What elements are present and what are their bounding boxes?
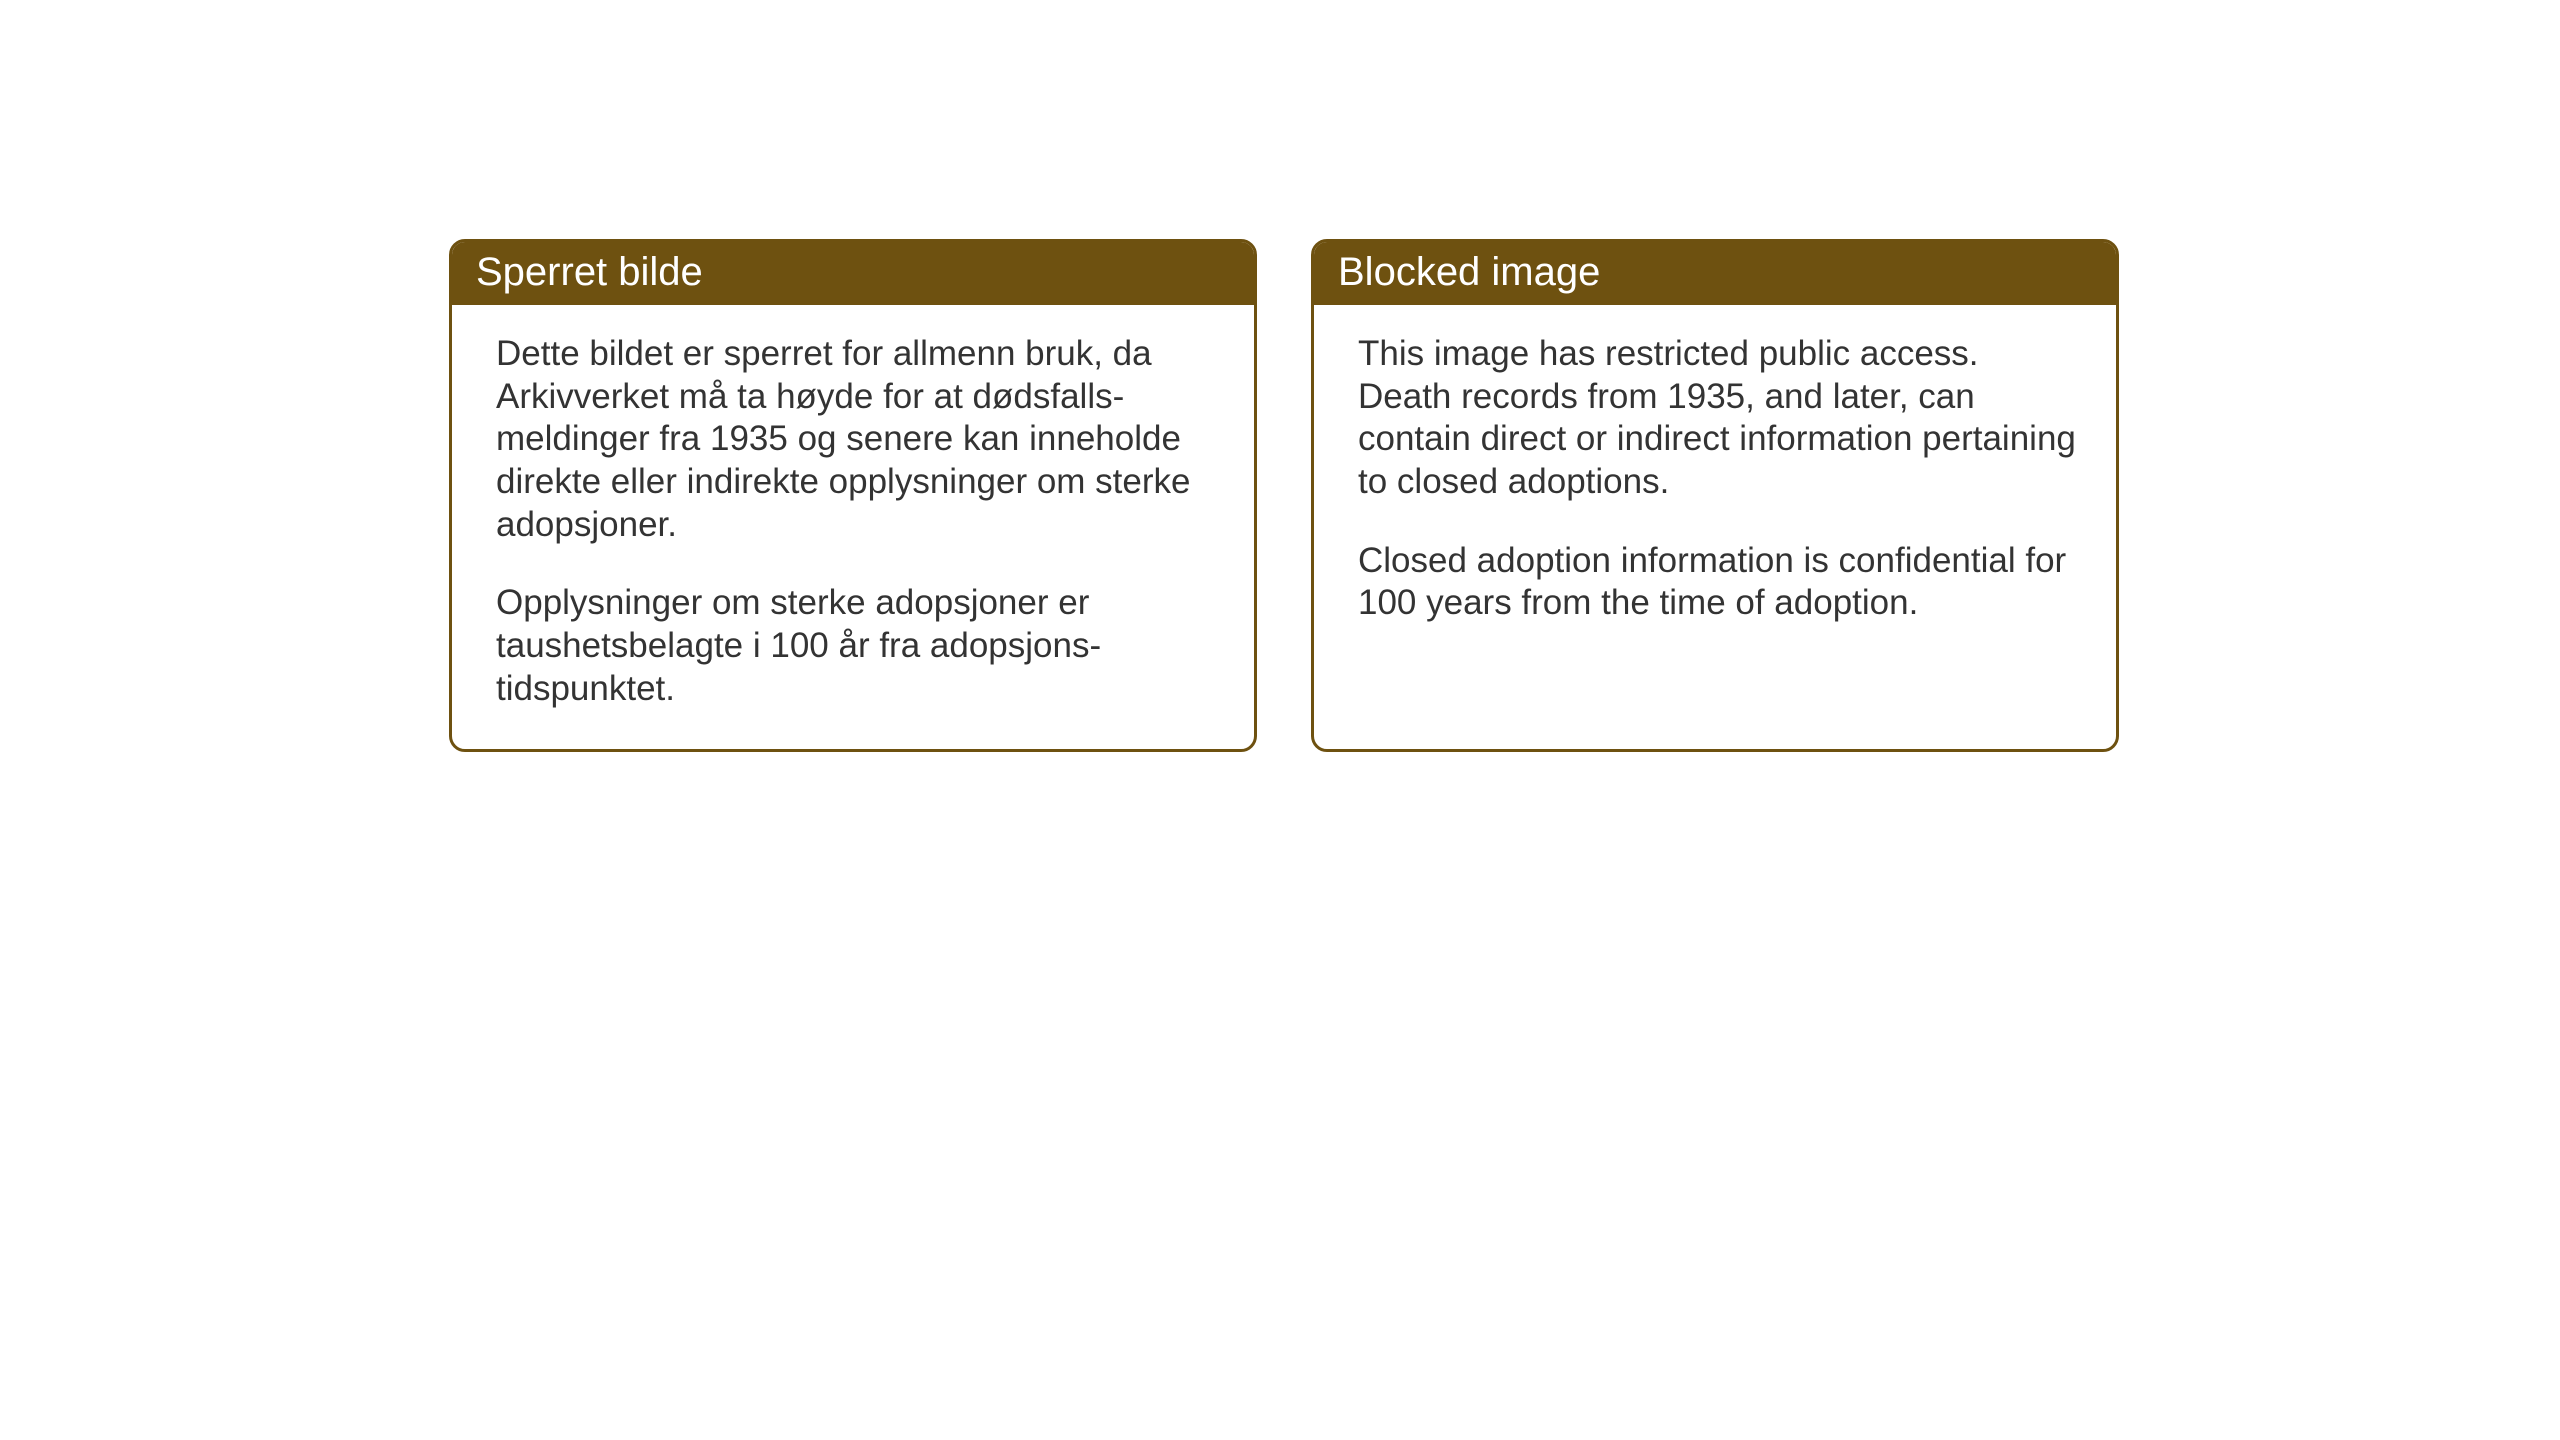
notice-card-english: Blocked image This image has restricted … <box>1311 239 2119 752</box>
card-paragraph2-norwegian: Opplysninger om sterke adopsjoner er tau… <box>496 582 1214 710</box>
card-title-english: Blocked image <box>1338 250 1600 294</box>
card-paragraph1-norwegian: Dette bildet er sperret for allmenn bruk… <box>496 333 1214 546</box>
notice-container: Sperret bilde Dette bildet er sperret fo… <box>449 239 2119 752</box>
card-paragraph2-english: Closed adoption information is confident… <box>1358 540 2076 625</box>
card-body-norwegian: Dette bildet er sperret for allmenn bruk… <box>452 305 1254 751</box>
card-title-norwegian: Sperret bilde <box>476 250 703 294</box>
card-paragraph1-english: This image has restricted public access.… <box>1358 333 2076 504</box>
card-header-english: Blocked image <box>1314 242 2116 305</box>
card-header-norwegian: Sperret bilde <box>452 242 1254 305</box>
card-body-english: This image has restricted public access.… <box>1314 305 2116 665</box>
notice-card-norwegian: Sperret bilde Dette bildet er sperret fo… <box>449 239 1257 752</box>
